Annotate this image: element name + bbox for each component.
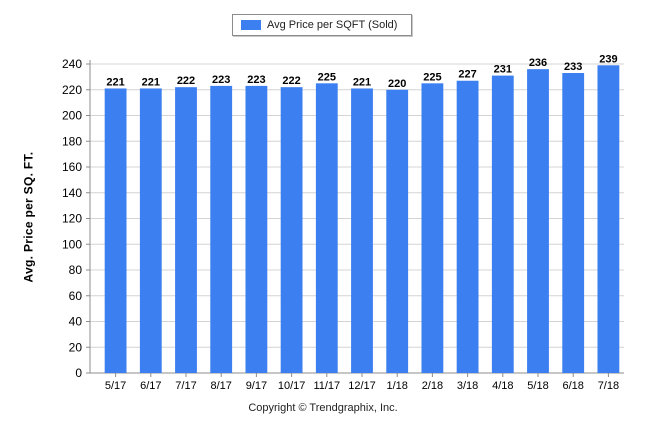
- copyright-text: Copyright © Trendgraphix, Inc.: [248, 402, 398, 414]
- y-tick-label: 60: [69, 289, 83, 303]
- y-tick-label: 180: [62, 134, 82, 148]
- bar-11-17: [315, 83, 338, 373]
- x-tick-label: 10/17: [278, 380, 306, 392]
- bar-3-18: [456, 80, 479, 374]
- x-tick-label: 2/18: [422, 380, 443, 392]
- x-tick-label: 8/17: [210, 380, 231, 392]
- bar-5-18: [527, 69, 549, 374]
- x-tick-label: 5/18: [527, 380, 548, 392]
- data-label: 231: [494, 64, 512, 76]
- y-tick-label: 200: [62, 109, 82, 123]
- data-label: 221: [106, 76, 124, 88]
- bar-7-18: [597, 65, 620, 373]
- y-tick-label: 0: [75, 366, 82, 380]
- x-tick-label: 5/17: [105, 380, 126, 392]
- data-label: 221: [353, 76, 371, 88]
- data-label: 223: [212, 74, 230, 86]
- data-label: 221: [142, 76, 160, 88]
- data-label: 233: [564, 61, 582, 73]
- x-tick-label: 11/17: [313, 380, 340, 392]
- x-tick-label: 7/18: [598, 380, 619, 392]
- data-label: 236: [529, 57, 547, 69]
- y-tick-label: 40: [69, 315, 83, 329]
- bar-4-18: [491, 75, 514, 374]
- bar-9-17: [245, 85, 268, 373]
- x-tick-label: 4/18: [492, 380, 513, 392]
- y-tick-label: 220: [62, 83, 82, 97]
- bar-6-18: [562, 73, 585, 373]
- data-label: 220: [388, 78, 406, 90]
- x-tick-label: 3/18: [457, 380, 478, 392]
- x-tick-label: 6/18: [562, 380, 583, 392]
- legend-swatch: [241, 20, 261, 30]
- data-label: 223: [247, 74, 265, 86]
- x-tick-label: 9/17: [246, 380, 267, 392]
- chart-legend: Avg Price per SQFT (Sold): [232, 14, 412, 36]
- bar-10-17: [280, 87, 303, 374]
- x-tick-label: 6/17: [140, 380, 161, 392]
- y-tick-label: 240: [62, 57, 82, 71]
- y-tick-label: 140: [62, 186, 82, 200]
- bar-1-18: [386, 89, 409, 373]
- y-tick-label: 100: [62, 237, 82, 251]
- y-tick-label: 120: [62, 212, 82, 226]
- data-label: 225: [318, 71, 336, 83]
- x-tick-label: 12/17: [348, 380, 376, 392]
- data-label: 239: [599, 53, 617, 65]
- bar-8-17: [210, 85, 233, 373]
- y-tick-label: 160: [62, 160, 82, 174]
- legend-label: Avg Price per SQFT (Sold): [267, 19, 398, 31]
- x-tick-label: 7/17: [175, 380, 196, 392]
- bar-6-17: [139, 88, 162, 374]
- bar-7-17: [175, 87, 197, 374]
- y-tick-label: 20: [69, 340, 83, 354]
- y-tick-label: 80: [69, 263, 83, 277]
- bar-12-17: [351, 88, 373, 374]
- data-label: 227: [458, 69, 476, 81]
- bar-5-17: [104, 88, 127, 374]
- data-label: 225: [423, 71, 441, 83]
- x-tick-label: 1/18: [386, 380, 407, 392]
- data-label: 222: [177, 75, 195, 87]
- data-label: 222: [282, 75, 300, 87]
- bar-2-18: [421, 83, 444, 373]
